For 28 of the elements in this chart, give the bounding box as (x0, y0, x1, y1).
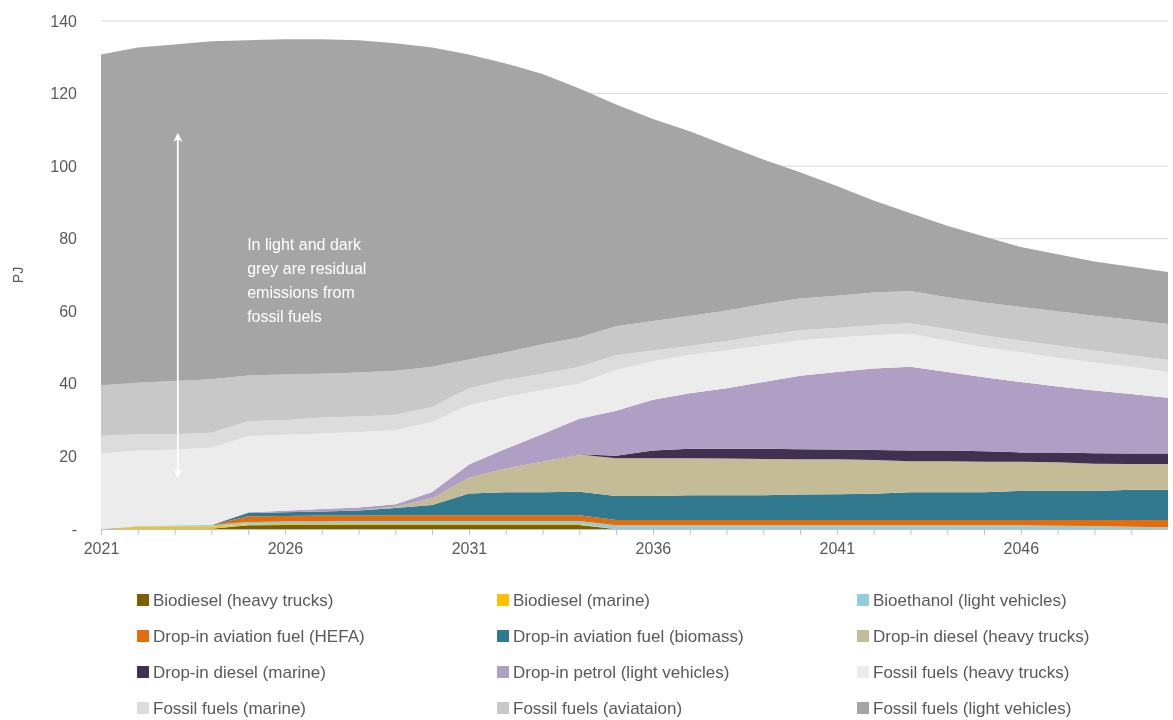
x-tick-label: 2031 (451, 540, 488, 558)
legend-label: Drop-in diesel (heavy trucks) (873, 627, 1090, 646)
x-tick-label: 2021 (83, 540, 120, 558)
y-tick-label: 100 (50, 157, 78, 175)
x-tick-label: 2026 (267, 540, 304, 558)
legend-label: Biodiesel (marine) (513, 591, 650, 610)
annotation: In light and dark grey are residual emissions from fossil fuels (247, 235, 367, 325)
x-tick-label: 2036 (635, 540, 672, 558)
legend-label: Fossil fuels (heavy trucks) (873, 663, 1070, 682)
legend-label: Fossil fuels (marine) (153, 699, 307, 718)
legend-label: Drop-in diesel (marine) (153, 663, 326, 682)
legend-label: Biodiesel (heavy trucks) (153, 591, 334, 610)
legend-label: Fossil fuels (light vehicles) (873, 699, 1072, 718)
y-tick-label: 40 (59, 375, 78, 393)
legend-label: Bioethanol (light vehicles) (873, 591, 1067, 610)
x-tick-label: 2041 (819, 540, 856, 558)
y-tick-label: - (71, 520, 77, 538)
legend-label: Drop-in aviation fuel (biomass) (513, 627, 744, 646)
y-tick-label: 20 (59, 448, 78, 466)
y-axis-title: PJ (10, 266, 26, 284)
legend-label: Drop-in petrol (light vehicles) (513, 663, 730, 682)
y-tick-label: 140 (50, 12, 78, 30)
y-tick-label: 60 (59, 302, 78, 320)
y-tick-label: 80 (59, 230, 78, 248)
y-tick-label: 120 (50, 85, 78, 103)
x-tick-label: 2046 (1003, 540, 1040, 558)
legend-label: Drop-in aviation fuel (HEFA) (153, 627, 365, 646)
legend-label: Fossil fuels (aviataion) (513, 699, 683, 718)
